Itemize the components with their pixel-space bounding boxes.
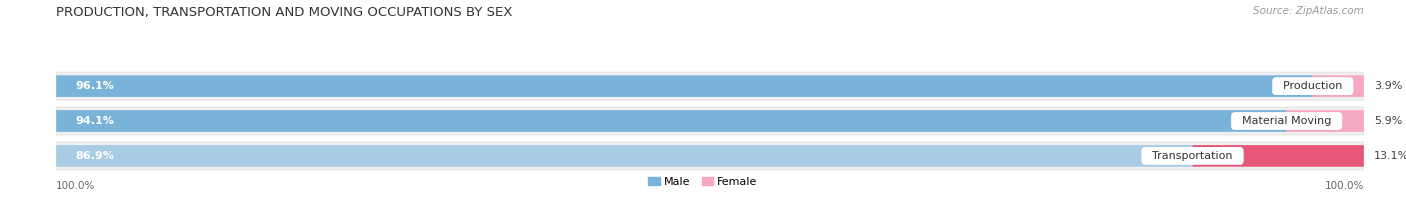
Text: 100.0%: 100.0%: [56, 181, 96, 191]
FancyBboxPatch shape: [56, 107, 1364, 135]
FancyBboxPatch shape: [1192, 145, 1364, 167]
FancyBboxPatch shape: [56, 142, 1364, 170]
FancyBboxPatch shape: [1286, 110, 1364, 132]
Text: Material Moving: Material Moving: [1234, 116, 1339, 126]
FancyBboxPatch shape: [56, 72, 1364, 100]
FancyBboxPatch shape: [56, 110, 1286, 132]
Text: PRODUCTION, TRANSPORTATION AND MOVING OCCUPATIONS BY SEX: PRODUCTION, TRANSPORTATION AND MOVING OC…: [56, 6, 513, 19]
Text: 96.1%: 96.1%: [76, 81, 115, 91]
Text: 86.9%: 86.9%: [76, 151, 115, 161]
Text: Production: Production: [1277, 81, 1350, 91]
Text: Transportation: Transportation: [1146, 151, 1240, 161]
Text: 94.1%: 94.1%: [76, 116, 115, 126]
FancyBboxPatch shape: [56, 75, 1313, 97]
Text: 13.1%: 13.1%: [1374, 151, 1406, 161]
Text: 5.9%: 5.9%: [1374, 116, 1403, 126]
Text: Source: ZipAtlas.com: Source: ZipAtlas.com: [1253, 6, 1364, 16]
Text: 100.0%: 100.0%: [1324, 181, 1364, 191]
Legend: Male, Female: Male, Female: [644, 172, 762, 191]
FancyBboxPatch shape: [1313, 75, 1364, 97]
FancyBboxPatch shape: [56, 145, 1192, 167]
Text: 3.9%: 3.9%: [1374, 81, 1403, 91]
